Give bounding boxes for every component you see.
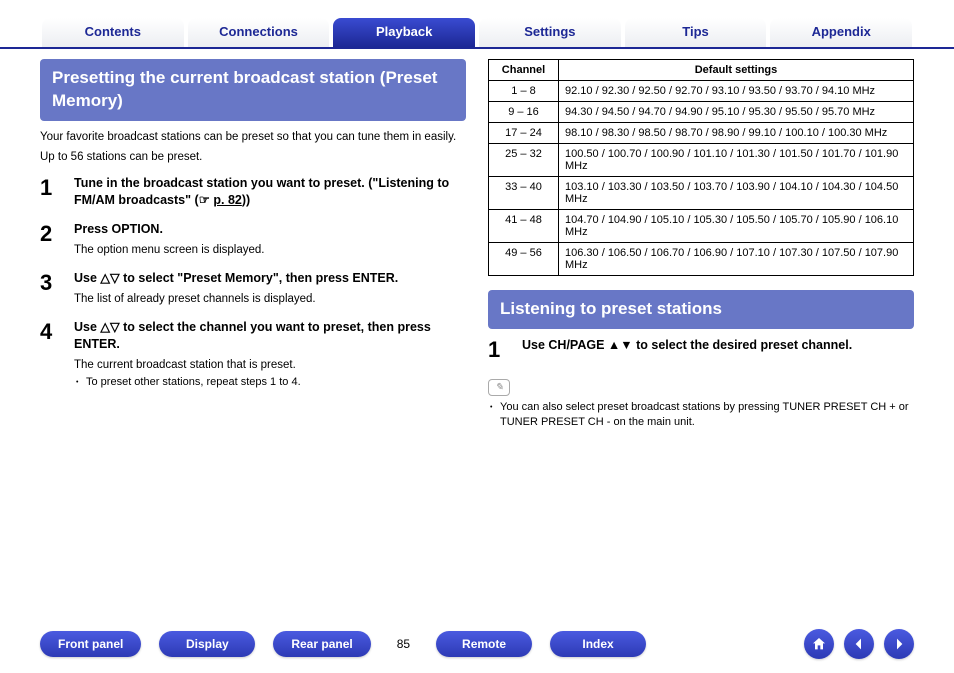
step-title: Use △▽ to select "Preset Memory", then p… bbox=[74, 270, 466, 287]
footer-index[interactable]: Index bbox=[550, 631, 646, 657]
defaults-table-wrap: Channel Default settings 1 – 892.10 / 92… bbox=[488, 59, 914, 276]
step-number: 1 bbox=[488, 337, 522, 361]
table-row: 25 – 32100.50 / 100.70 / 100.90 / 101.10… bbox=[489, 144, 914, 177]
footer-front-panel[interactable]: Front panel bbox=[40, 631, 141, 657]
channel-cell: 9 – 16 bbox=[489, 102, 559, 123]
step-substep: To preset other stations, repeat steps 1… bbox=[74, 375, 466, 390]
table-header-channel: Channel bbox=[489, 60, 559, 81]
step-title: Press OPTION. bbox=[74, 221, 466, 238]
table-row: 9 – 1694.30 / 94.50 / 94.70 / 94.90 / 95… bbox=[489, 102, 914, 123]
defaults-cell: 98.10 / 98.30 / 98.50 / 98.70 / 98.90 / … bbox=[559, 123, 914, 144]
listening-step: 1 Use CH/PAGE ▲▼ to select the desired p… bbox=[488, 337, 914, 361]
step-title: Use △▽ to select the channel you want to… bbox=[74, 319, 466, 353]
table-row: 1 – 892.10 / 92.30 / 92.50 / 92.70 / 93.… bbox=[489, 81, 914, 102]
note-icon: ✎ bbox=[488, 379, 510, 396]
steps-list: 1Tune in the broadcast station you want … bbox=[40, 175, 466, 390]
nav-icons bbox=[804, 629, 914, 659]
step: 2Press OPTION. The option menu screen is … bbox=[40, 221, 466, 258]
defaults-cell: 103.10 / 103.30 / 103.50 / 103.70 / 103.… bbox=[559, 177, 914, 210]
tab-settings[interactable]: Settings bbox=[479, 18, 621, 47]
step-title: Tune in the broadcast station you want t… bbox=[74, 175, 466, 209]
section-heading-listening: Listening to preset stations bbox=[488, 290, 914, 329]
step: 3Use △▽ to select "Preset Memory", then … bbox=[40, 270, 466, 307]
channel-cell: 49 – 56 bbox=[489, 243, 559, 276]
defaults-cell: 106.30 / 106.50 / 106.70 / 106.90 / 107.… bbox=[559, 243, 914, 276]
defaults-cell: 92.10 / 92.30 / 92.50 / 92.70 / 93.10 / … bbox=[559, 81, 914, 102]
tab-tips[interactable]: Tips bbox=[625, 18, 767, 47]
table-header-defaults: Default settings bbox=[559, 60, 914, 81]
defaults-cell: 94.30 / 94.50 / 94.70 / 94.90 / 95.10 / … bbox=[559, 102, 914, 123]
step-body: Tune in the broadcast station you want t… bbox=[74, 175, 466, 209]
section-heading-preset: Presetting the current broadcast station… bbox=[40, 59, 466, 121]
defaults-table: Channel Default settings 1 – 892.10 / 92… bbox=[488, 59, 914, 276]
right-column: Channel Default settings 1 – 892.10 / 92… bbox=[488, 59, 914, 431]
footer-display[interactable]: Display bbox=[159, 631, 255, 657]
step: 1Tune in the broadcast station you want … bbox=[40, 175, 466, 209]
next-page-icon[interactable] bbox=[884, 629, 914, 659]
main-content: Presetting the current broadcast station… bbox=[0, 49, 954, 431]
step-body: Use △▽ to select the channel you want to… bbox=[74, 319, 466, 390]
channel-cell: 25 – 32 bbox=[489, 144, 559, 177]
page-link[interactable]: p. 82 bbox=[213, 193, 242, 207]
step-number: 3 bbox=[40, 270, 74, 307]
left-column: Presetting the current broadcast station… bbox=[40, 59, 466, 431]
page-number: 85 bbox=[389, 637, 418, 651]
home-icon[interactable] bbox=[804, 629, 834, 659]
step-body: Press OPTION. The option menu screen is d… bbox=[74, 221, 466, 258]
step-desc: The list of already preset channels is d… bbox=[74, 291, 466, 307]
footer-rear-panel[interactable]: Rear panel bbox=[273, 631, 370, 657]
intro-text-2: Up to 56 stations can be preset. bbox=[40, 149, 466, 165]
step: 4Use △▽ to select the channel you want t… bbox=[40, 319, 466, 390]
defaults-cell: 100.50 / 100.70 / 100.90 / 101.10 / 101.… bbox=[559, 144, 914, 177]
footer-nav: Front panel Display Rear panel 85 Remote… bbox=[0, 629, 954, 659]
intro-text-1: Your favorite broadcast stations can be … bbox=[40, 129, 466, 145]
table-row: 49 – 56106.30 / 106.50 / 106.70 / 106.90… bbox=[489, 243, 914, 276]
defaults-cell: 104.70 / 104.90 / 105.10 / 105.30 / 105.… bbox=[559, 210, 914, 243]
prev-page-icon[interactable] bbox=[844, 629, 874, 659]
table-row: 33 – 40103.10 / 103.30 / 103.50 / 103.70… bbox=[489, 177, 914, 210]
step-title: Use CH/PAGE ▲▼ to select the desired pre… bbox=[522, 337, 914, 354]
step-number: 1 bbox=[40, 175, 74, 209]
step-body: Use △▽ to select "Preset Memory", then p… bbox=[74, 270, 466, 307]
tab-connections[interactable]: Connections bbox=[188, 18, 330, 47]
channel-cell: 17 – 24 bbox=[489, 123, 559, 144]
channel-cell: 41 – 48 bbox=[489, 210, 559, 243]
tab-playback[interactable]: Playback bbox=[333, 18, 475, 47]
top-nav: ContentsConnectionsPlaybackSettingsTipsA… bbox=[0, 0, 954, 49]
table-row: 41 – 48104.70 / 104.90 / 105.10 / 105.30… bbox=[489, 210, 914, 243]
channel-cell: 33 – 40 bbox=[489, 177, 559, 210]
step-number: 4 bbox=[40, 319, 74, 390]
tab-contents[interactable]: Contents bbox=[42, 18, 184, 47]
channel-cell: 1 – 8 bbox=[489, 81, 559, 102]
footer-remote[interactable]: Remote bbox=[436, 631, 532, 657]
step-desc: The option menu screen is displayed. bbox=[74, 242, 466, 258]
note-text: You can also select preset broadcast sta… bbox=[488, 400, 914, 431]
table-row: 17 – 2498.10 / 98.30 / 98.50 / 98.70 / 9… bbox=[489, 123, 914, 144]
tab-appendix[interactable]: Appendix bbox=[770, 18, 912, 47]
step-desc: The current broadcast station that is pr… bbox=[74, 357, 466, 373]
step-number: 2 bbox=[40, 221, 74, 258]
